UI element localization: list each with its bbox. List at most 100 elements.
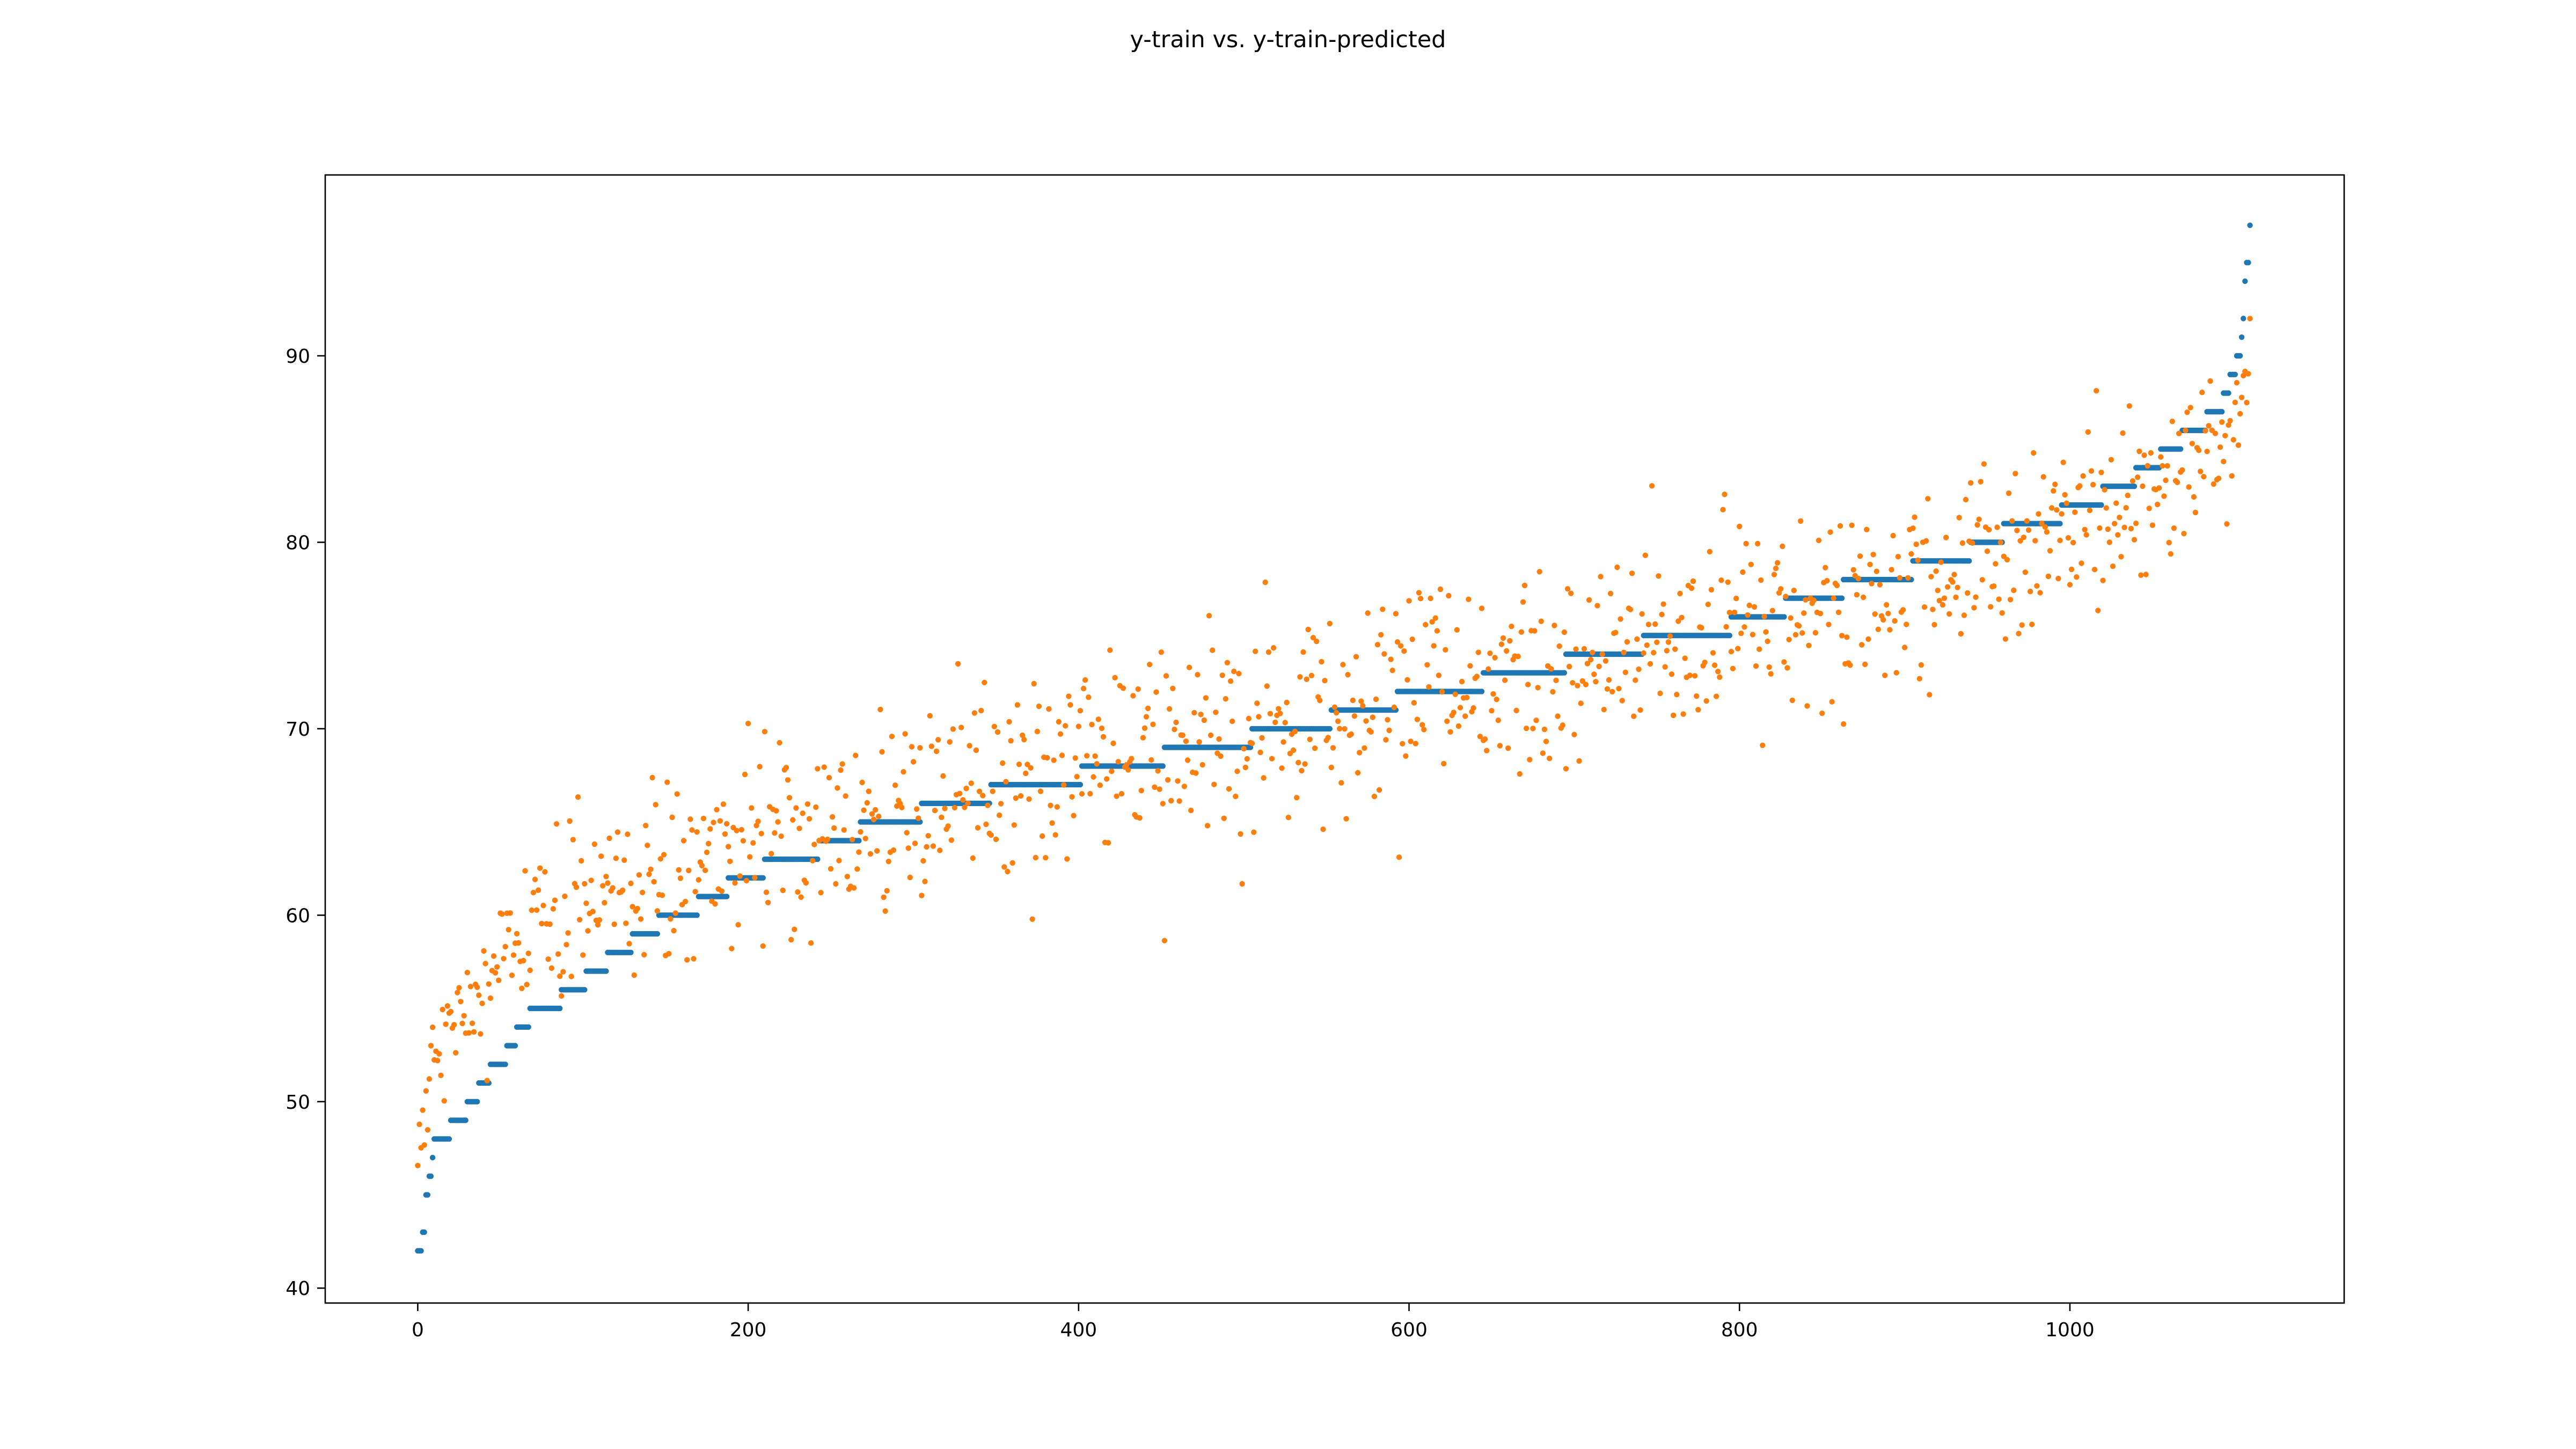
predicted-point bbox=[1290, 747, 1297, 753]
predicted-point bbox=[1705, 602, 1711, 608]
predicted-point bbox=[1130, 693, 1136, 699]
predicted-point bbox=[1043, 855, 1049, 861]
predicted-point bbox=[621, 857, 627, 863]
predicted-point bbox=[935, 737, 941, 743]
predicted-point bbox=[1591, 671, 1597, 677]
predicted-point bbox=[2244, 400, 2250, 406]
predicted-point bbox=[2074, 574, 2080, 580]
predicted-point bbox=[869, 811, 875, 817]
predicted-point bbox=[1296, 759, 1301, 766]
predicted-point bbox=[2091, 567, 2098, 573]
predicted-point bbox=[1362, 745, 1367, 751]
predicted-point bbox=[1330, 745, 1336, 751]
predicted-point bbox=[1935, 588, 1941, 594]
predicted-point bbox=[1981, 461, 1987, 467]
predicted-point bbox=[2135, 474, 2141, 480]
predicted-point bbox=[1145, 705, 1151, 712]
predicted-point bbox=[1199, 762, 1205, 768]
predicted-point bbox=[2021, 535, 2026, 540]
predicted-point bbox=[1690, 578, 1696, 584]
predicted-point bbox=[1455, 723, 1462, 729]
predicted-point bbox=[1485, 666, 1491, 672]
predicted-point bbox=[1026, 796, 1032, 802]
predicted-point bbox=[2191, 494, 2197, 500]
predicted-point bbox=[1741, 624, 1747, 630]
predicted-point bbox=[1439, 689, 1445, 695]
predicted-point bbox=[1284, 699, 1290, 706]
predicted-point bbox=[1733, 595, 1739, 602]
predicted-point bbox=[2094, 388, 2099, 394]
predicted-point bbox=[1885, 611, 1891, 617]
predicted-point bbox=[877, 706, 883, 713]
predicted-point bbox=[1173, 719, 1179, 726]
predicted-point bbox=[1908, 551, 1914, 557]
predicted-point bbox=[482, 961, 488, 967]
predicted-point bbox=[1702, 660, 1708, 665]
predicted-point bbox=[2097, 525, 2103, 531]
predicted-point bbox=[1413, 741, 1418, 747]
predicted-point bbox=[1538, 618, 1544, 624]
predicted-point bbox=[2007, 597, 2014, 603]
predicted-point bbox=[2072, 509, 2078, 515]
predicted-point bbox=[982, 679, 987, 686]
predicted-point bbox=[1417, 596, 1424, 602]
predicted-point bbox=[2121, 524, 2127, 530]
predicted-point bbox=[1424, 662, 1430, 668]
predicted-point bbox=[448, 1008, 454, 1015]
predicted-point bbox=[864, 800, 870, 806]
predicted-point bbox=[1198, 712, 1204, 718]
predicted-point bbox=[1489, 708, 1495, 714]
predicted-point bbox=[1973, 594, 1979, 600]
predicted-point bbox=[1649, 483, 1655, 489]
predicted-point bbox=[1674, 692, 1680, 698]
predicted-point bbox=[676, 867, 682, 873]
predicted-point bbox=[1573, 646, 1579, 652]
predicted-point bbox=[1930, 606, 1936, 612]
predicted-point bbox=[1731, 609, 1738, 616]
predicted-point bbox=[1717, 674, 1723, 680]
predicted-point bbox=[1037, 788, 1044, 794]
predicted-point bbox=[859, 779, 865, 786]
predicted-point bbox=[1918, 662, 1924, 668]
predicted-point bbox=[1416, 590, 1422, 596]
predicted-point bbox=[1571, 731, 1577, 737]
predicted-point bbox=[2111, 521, 2118, 526]
predicted-point bbox=[1021, 737, 1027, 743]
predicted-point bbox=[765, 899, 771, 906]
predicted-point bbox=[1153, 689, 1159, 695]
predicted-point bbox=[1986, 526, 1992, 533]
predicted-point bbox=[438, 1072, 444, 1079]
predicted-point bbox=[804, 801, 811, 807]
predicted-point bbox=[758, 831, 764, 837]
predicted-point bbox=[1726, 610, 1732, 616]
predicted-point bbox=[1849, 522, 1855, 528]
predicted-point bbox=[1406, 598, 1412, 604]
predicted-point bbox=[892, 782, 898, 788]
predicted-point bbox=[1059, 752, 1065, 758]
predicted-point bbox=[2110, 563, 2116, 569]
predicted-point bbox=[2161, 493, 2167, 499]
predicted-point bbox=[996, 812, 1002, 818]
predicted-point bbox=[1447, 729, 1453, 735]
predicted-point bbox=[1533, 718, 1539, 723]
predicted-point bbox=[813, 804, 819, 810]
series-predicted bbox=[415, 316, 2253, 1168]
predicted-point bbox=[1444, 718, 1450, 724]
predicted-point bbox=[1588, 656, 1594, 663]
predicted-point bbox=[2166, 539, 2172, 546]
predicted-point bbox=[1239, 881, 1245, 887]
predicted-point bbox=[1606, 677, 1612, 683]
predicted-point bbox=[1662, 664, 1668, 670]
predicted-point bbox=[1257, 749, 1263, 756]
actual-point bbox=[2238, 334, 2245, 340]
predicted-point bbox=[745, 721, 751, 727]
predicted-point bbox=[2174, 479, 2180, 485]
predicted-point bbox=[1180, 732, 1185, 738]
predicted-point bbox=[2192, 509, 2199, 516]
predicted-point bbox=[1064, 856, 1070, 862]
predicted-point bbox=[839, 761, 845, 767]
predicted-point bbox=[1796, 623, 1802, 629]
predicted-point bbox=[1680, 711, 1686, 717]
predicted-point bbox=[2146, 506, 2152, 511]
actual-point bbox=[418, 1248, 424, 1254]
